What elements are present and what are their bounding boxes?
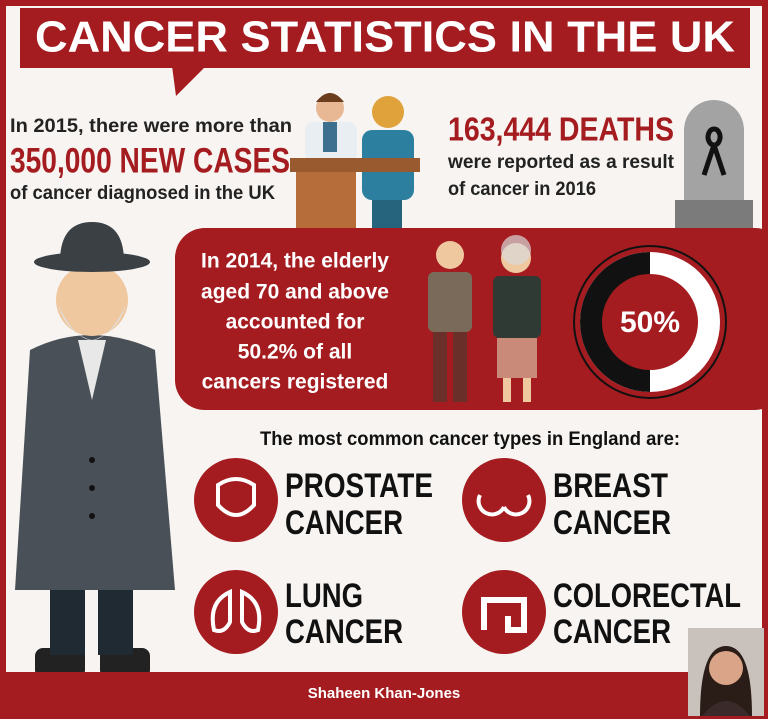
cases-intro: In 2015, there were more than <box>10 116 292 137</box>
type-label: PROSTATE <box>285 467 433 505</box>
title-tail <box>172 66 206 96</box>
type-label: COLORECTAL <box>553 577 741 615</box>
deaths-line: of cancer in 2016 <box>448 179 596 200</box>
author: Shaheen Khan-Jones <box>308 685 461 702</box>
deaths-highlight: 163,444 DEATHS <box>448 111 674 148</box>
elderly-line: aged 70 and above <box>201 281 389 304</box>
elderly-line: In 2014, the elderly <box>201 250 389 273</box>
type-label: LUNG <box>285 577 363 615</box>
old-man-illustration <box>15 222 175 678</box>
type-label: BREAST <box>553 467 668 505</box>
tombstone <box>675 100 753 230</box>
cases-outro: of cancer diagnosed in the UK <box>10 183 275 204</box>
deaths-line: were reported as a result <box>447 152 675 173</box>
type-label: CANCER <box>553 613 671 651</box>
footer-bar <box>0 672 768 719</box>
title-bar <box>20 8 750 68</box>
elderly-line: 50.2% of all <box>238 341 352 364</box>
elderly-couple <box>428 235 541 402</box>
title: CANCER STATISTICS IN THE UK <box>35 13 735 62</box>
author-photo <box>688 628 764 716</box>
donut <box>573 245 727 399</box>
common-heading: The most common cancer types in England … <box>260 429 680 450</box>
cases-highlight: 350,000 NEW CASES <box>10 141 290 180</box>
cancer-icons <box>194 458 546 654</box>
elderly-line: cancers registered <box>202 371 389 394</box>
elderly-line: accounted for <box>226 311 365 334</box>
doctor-illustration <box>290 93 420 235</box>
donut-label: 50% <box>620 306 680 339</box>
type-label: CANCER <box>553 504 671 542</box>
type-label: CANCER <box>285 504 403 542</box>
type-label: CANCER <box>285 613 403 651</box>
